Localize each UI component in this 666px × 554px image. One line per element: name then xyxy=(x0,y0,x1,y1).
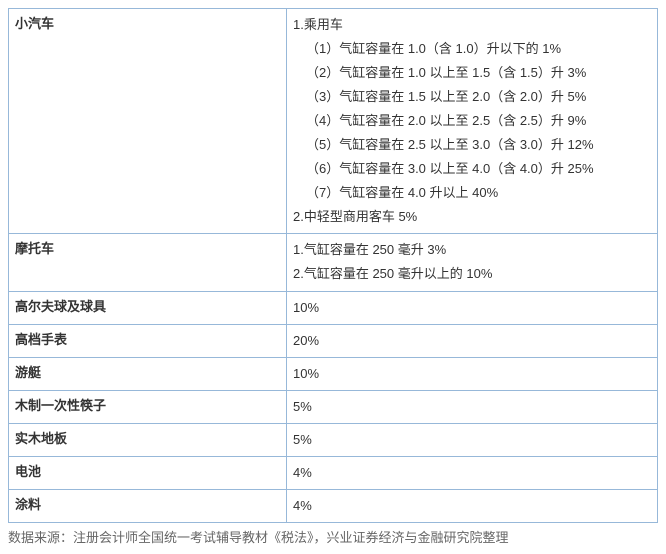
category-cell: 摩托车 xyxy=(9,234,287,291)
table-row: 涂料4% xyxy=(9,489,658,522)
detail-line: 4% xyxy=(293,461,651,485)
detail-cell: 5% xyxy=(287,423,658,456)
detail-line: 4% xyxy=(293,494,651,518)
detail-line: 2.中轻型商用客车 5% xyxy=(293,205,651,229)
table-body: 小汽车1.乘用车（1）气缸容量在 1.0（含 1.0）升以下的 1%（2）气缸容… xyxy=(9,9,658,523)
detail-cell: 4% xyxy=(287,456,658,489)
table-row: 电池4% xyxy=(9,456,658,489)
detail-cell: 10% xyxy=(287,291,658,324)
category-cell: 涂料 xyxy=(9,489,287,522)
category-cell: 高尔夫球及球具 xyxy=(9,291,287,324)
table-row: 游艇10% xyxy=(9,357,658,390)
detail-line: 10% xyxy=(293,362,651,386)
detail-line: 10% xyxy=(293,296,651,320)
detail-line: （1）气缸容量在 1.0（含 1.0）升以下的 1% xyxy=(293,37,651,61)
category-cell: 小汽车 xyxy=(9,9,287,234)
table-row: 小汽车1.乘用车（1）气缸容量在 1.0（含 1.0）升以下的 1%（2）气缸容… xyxy=(9,9,658,234)
data-source: 数据来源：注册会计师全国统一考试辅导教材《税法》，兴业证券经济与金融研究院整理 xyxy=(8,527,658,546)
category-cell: 高档手表 xyxy=(9,324,287,357)
table-row: 木制一次性筷子5% xyxy=(9,390,658,423)
detail-line: （2）气缸容量在 1.0 以上至 1.5（含 1.5）升 3% xyxy=(293,61,651,85)
table-row: 摩托车1.气缸容量在 250 毫升 3%2.气缸容量在 250 毫升以上的 10… xyxy=(9,234,658,291)
table-row: 实木地板5% xyxy=(9,423,658,456)
detail-line: （3）气缸容量在 1.5 以上至 2.0（含 2.0）升 5% xyxy=(293,85,651,109)
detail-cell: 10% xyxy=(287,357,658,390)
category-cell: 游艇 xyxy=(9,357,287,390)
detail-line: 2.气缸容量在 250 毫升以上的 10% xyxy=(293,262,651,286)
category-cell: 电池 xyxy=(9,456,287,489)
detail-line: 1.乘用车 xyxy=(293,13,651,37)
category-cell: 实木地板 xyxy=(9,423,287,456)
detail-cell: 5% xyxy=(287,390,658,423)
detail-cell: 1.乘用车（1）气缸容量在 1.0（含 1.0）升以下的 1%（2）气缸容量在 … xyxy=(287,9,658,234)
detail-line: 20% xyxy=(293,329,651,353)
detail-cell: 1.气缸容量在 250 毫升 3%2.气缸容量在 250 毫升以上的 10% xyxy=(287,234,658,291)
detail-line: 5% xyxy=(293,395,651,419)
category-cell: 木制一次性筷子 xyxy=(9,390,287,423)
detail-line: 5% xyxy=(293,428,651,452)
detail-line: （4）气缸容量在 2.0 以上至 2.5（含 2.5）升 9% xyxy=(293,109,651,133)
table-row: 高尔夫球及球具10% xyxy=(9,291,658,324)
table-row: 高档手表20% xyxy=(9,324,658,357)
tax-rate-table: 小汽车1.乘用车（1）气缸容量在 1.0（含 1.0）升以下的 1%（2）气缸容… xyxy=(8,8,658,523)
detail-line: 1.气缸容量在 250 毫升 3% xyxy=(293,238,651,262)
detail-line: （7）气缸容量在 4.0 升以上 40% xyxy=(293,181,651,205)
detail-line: （6）气缸容量在 3.0 以上至 4.0（含 4.0）升 25% xyxy=(293,157,651,181)
detail-line: （5）气缸容量在 2.5 以上至 3.0（含 3.0）升 12% xyxy=(293,133,651,157)
detail-cell: 20% xyxy=(287,324,658,357)
detail-cell: 4% xyxy=(287,489,658,522)
